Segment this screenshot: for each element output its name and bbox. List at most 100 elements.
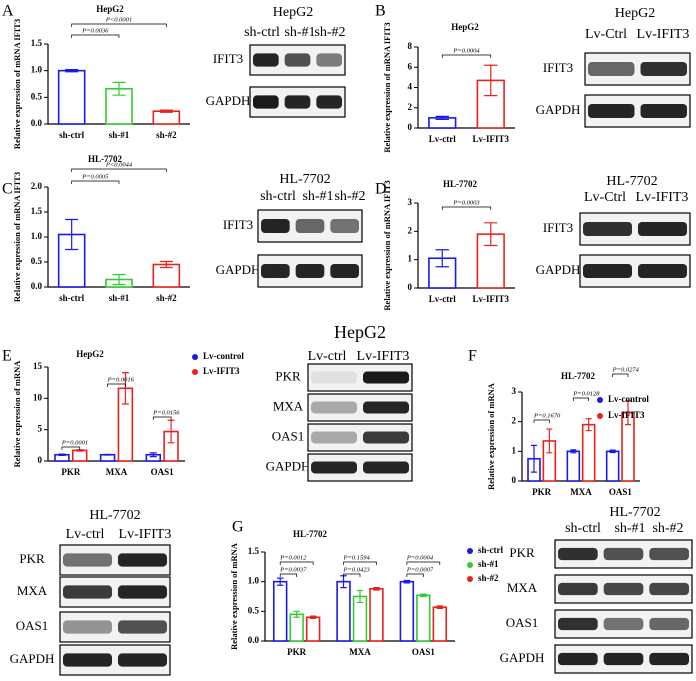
p-value: P<0.0001 (105, 16, 132, 23)
y-tick-label: 1.5 (248, 546, 260, 556)
blot-band (588, 103, 635, 119)
panel-label: E (2, 348, 12, 365)
y-tick-label: 0 (512, 475, 517, 485)
blot-band (295, 218, 325, 234)
error-bar (420, 593, 427, 598)
lane-label: Lv-IFIT3 (637, 27, 690, 42)
y-axis-label: Relative expression of mRNA IFIT3 (12, 172, 22, 302)
row-label: GAPDH (266, 458, 311, 473)
blot-band (583, 263, 632, 279)
chart-title: HL-7702 (443, 179, 478, 189)
row-label: IFIT3 (543, 60, 573, 75)
lane-label: Lv-Ctrl (585, 27, 627, 42)
error-bar (112, 273, 126, 286)
x-tick-label: MXA (570, 487, 592, 497)
p-value: P=0.0128 (572, 390, 600, 397)
y-axis-label: Relative expression of mRNA IFIT3 (382, 180, 392, 310)
blot-band (63, 553, 112, 567)
error-bar (121, 372, 129, 405)
bar (399, 580, 415, 642)
p-value: P=0.0001 (61, 439, 88, 446)
blot-band (649, 652, 689, 666)
y-tick-label: 0.5 (248, 605, 260, 615)
p-value: P=0.0003 (452, 199, 480, 206)
y-tick-label: 2.0 (31, 181, 43, 191)
bar (605, 450, 620, 482)
lane-label: sh-#2 (652, 521, 683, 536)
chart-title: HL-7702 (293, 529, 328, 539)
legend-marker (467, 562, 473, 568)
error-bar (436, 605, 444, 609)
y-tick-label: 0.0 (31, 281, 43, 291)
chart-title: HL-7702 (561, 371, 596, 381)
error-bar (309, 615, 317, 620)
error-bar (531, 444, 537, 473)
y-tick-label: 8 (408, 41, 413, 51)
significance-bracket (71, 168, 167, 172)
p-value: P<0.0044 (105, 161, 133, 168)
chart-title: HepG2 (451, 22, 479, 32)
bar (581, 423, 596, 482)
blot-band (311, 431, 357, 444)
x-tick-label: PKR (532, 487, 551, 497)
blot-band (63, 653, 112, 667)
panel-label: D (375, 181, 387, 198)
blot-band (284, 95, 311, 109)
y-tick-label: 1 (408, 254, 413, 264)
blot-band (603, 547, 644, 561)
p-value: P=0.1594 (343, 554, 371, 561)
row-label: GAPDH (500, 650, 545, 665)
y-tick-label: 3 (408, 197, 413, 207)
significance-bracket (406, 561, 441, 565)
y-tick-label: 0 (38, 455, 43, 465)
y-tick-label: 1.5 (31, 38, 43, 48)
significance-bracket (343, 561, 377, 565)
blot-title: HepG2 (273, 5, 313, 20)
error-bar (484, 222, 498, 247)
blot-title: HL-7702 (89, 508, 140, 523)
blot-band (253, 53, 279, 67)
blot-band (603, 652, 644, 666)
significance-bracket (279, 573, 298, 577)
blot-band (558, 652, 598, 666)
bar (272, 580, 288, 642)
blot-band (311, 401, 357, 414)
y-tick-label: 15 (33, 361, 43, 371)
bar (71, 449, 88, 462)
x-tick-label: Lv-IFIT3 (472, 294, 509, 304)
lane-label: Lv-IFIT3 (119, 527, 172, 542)
blot-band (603, 582, 644, 596)
y-tick-label: 6 (408, 61, 413, 71)
bar (369, 587, 384, 642)
y-tick-label: 1.0 (248, 576, 260, 586)
error-bar (65, 69, 79, 73)
lane-label: Lv-IFIT3 (357, 349, 410, 364)
significance-bracket (441, 54, 492, 58)
significance-bracket (572, 397, 590, 401)
bar (432, 606, 448, 642)
legend-marker (192, 354, 198, 360)
p-value: P=0.0274 (612, 366, 640, 373)
blot-band (63, 585, 112, 599)
bar (57, 69, 86, 125)
error-bar (112, 81, 126, 96)
x-tick-label: sh-#2 (156, 130, 177, 140)
bar (416, 594, 431, 642)
x-tick-label: Lv-ctrl (429, 294, 456, 304)
blot-band (316, 95, 342, 109)
panel-label: F (468, 348, 477, 365)
lane-label: sh-#1 (284, 25, 315, 40)
y-axis-label: Relative expression of mRNA (229, 542, 239, 650)
blot-band (363, 401, 409, 414)
blot-band (118, 653, 167, 667)
blot-title: HL-7702 (279, 172, 330, 187)
blot-title: HepG2 (334, 322, 386, 342)
blot-band (603, 617, 644, 631)
y-tick-label: 2 (408, 102, 413, 112)
bar (566, 450, 581, 482)
row-label: MXA (507, 580, 538, 595)
legend-label: sh-ctrl (478, 545, 503, 555)
lane-label: sh-#2 (314, 25, 345, 40)
significance-bracket (279, 561, 314, 565)
